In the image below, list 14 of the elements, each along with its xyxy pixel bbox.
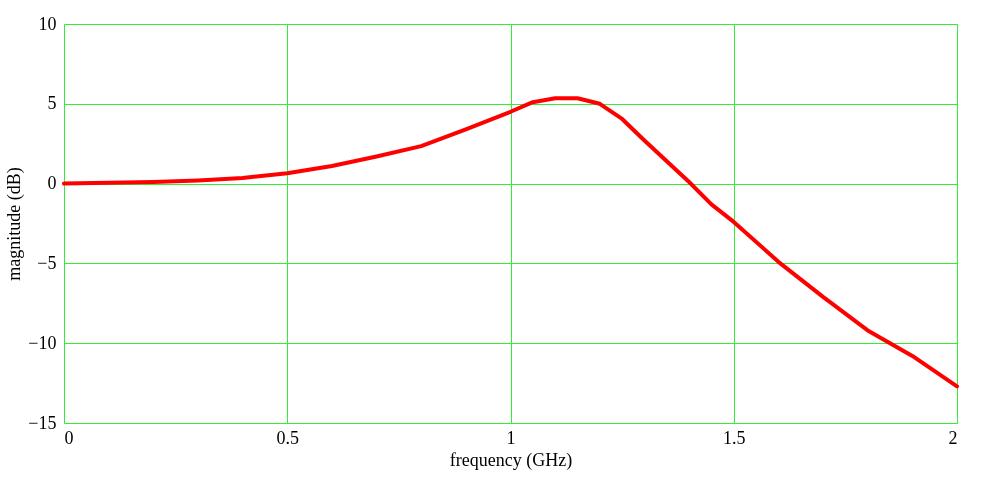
y-tick-label: 0 [47,173,57,194]
x-tick-label: 1.5 [723,427,746,448]
y-axis-title: magnitude (dB) [4,167,26,281]
x-tick-label: 1 [506,427,516,448]
line-series [62,96,959,389]
y-tick-label: −15 [28,412,57,433]
y-tick-label: −10 [28,332,57,353]
y-tick-label: 5 [47,93,57,114]
x-tick-label: 2 [948,427,958,448]
x-tick-label: 0 [64,427,74,448]
x-tick-label: 0.5 [276,427,299,448]
y-tick-label: 10 [38,13,57,34]
y-tick-label: −5 [37,252,57,273]
x-axis-title: frequency (GHz) [449,449,573,471]
